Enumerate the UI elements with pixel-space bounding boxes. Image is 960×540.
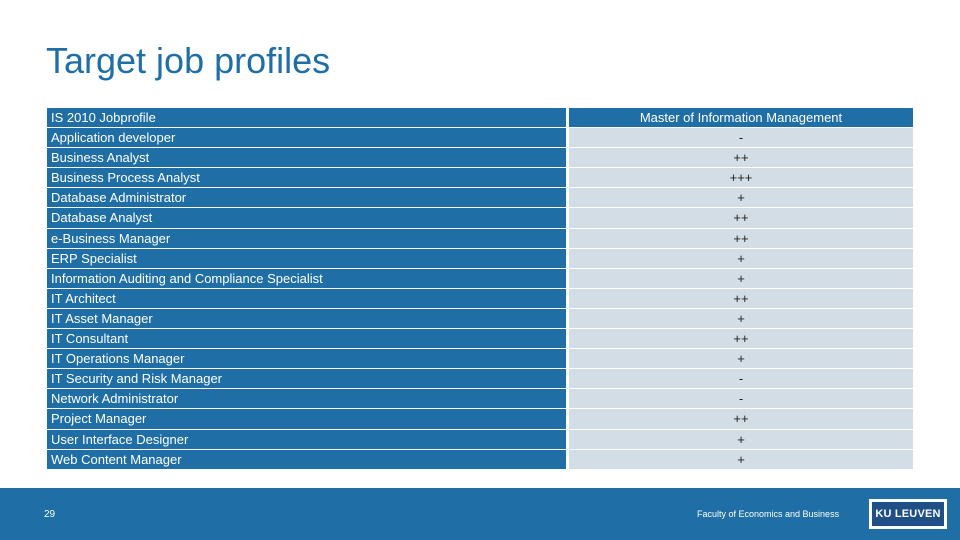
- table-row: Business Process Analyst +++: [47, 168, 913, 189]
- rating-cell: +: [569, 188, 913, 209]
- rating-cell: +: [569, 268, 913, 289]
- table-row: Network Administrator -: [47, 389, 913, 410]
- job-profile-cell: ERP Specialist: [47, 248, 569, 269]
- table-row: User Interface Designer +: [47, 429, 913, 450]
- rating-cell: ++: [569, 228, 913, 249]
- logo-text: KU LEUVEN: [872, 502, 944, 526]
- rating-cell: +: [569, 248, 913, 269]
- table-row: IT Architect ++: [47, 288, 913, 309]
- job-profile-cell: Database Administrator: [47, 188, 569, 209]
- job-profile-table: IS 2010 Jobprofile Master of Information…: [47, 108, 913, 470]
- rating-cell: ++: [569, 148, 913, 169]
- table-row: Web Content Manager +: [47, 449, 913, 470]
- job-profile-cell: Web Content Manager: [47, 449, 569, 470]
- rating-cell: +: [569, 449, 913, 470]
- job-profile-cell: Business Analyst: [47, 148, 569, 169]
- ku-leuven-logo: KU LEUVEN: [869, 499, 947, 529]
- faculty-name: Faculty of Economics and Business: [697, 509, 840, 519]
- job-profile-cell: IT Architect: [47, 288, 569, 309]
- job-profile-cell: User Interface Designer: [47, 429, 569, 450]
- table-row: e-Business Manager ++: [47, 228, 913, 249]
- page-title: Target job profiles: [46, 40, 331, 81]
- header-program: Master of Information Management: [569, 108, 913, 129]
- table-row: IT Security and Risk Manager -: [47, 369, 913, 390]
- rating-cell: +++: [569, 168, 913, 189]
- job-profile-cell: Business Process Analyst: [47, 168, 569, 189]
- table-row: Information Auditing and Compliance Spec…: [47, 268, 913, 289]
- rating-cell: ++: [569, 409, 913, 430]
- table-header-row: IS 2010 Jobprofile Master of Information…: [47, 108, 913, 129]
- rating-cell: +: [569, 429, 913, 450]
- rating-cell: -: [569, 128, 913, 149]
- job-profile-cell: Network Administrator: [47, 389, 569, 410]
- table-row: IT Consultant ++: [47, 329, 913, 350]
- table-row: ERP Specialist +: [47, 248, 913, 269]
- footer-bar: 29 Faculty of Economics and Business KU …: [0, 488, 960, 540]
- job-profile-cell: IT Asset Manager: [47, 308, 569, 330]
- table-row: Application developer -: [47, 128, 913, 149]
- job-profile-cell: Information Auditing and Compliance Spec…: [47, 268, 569, 289]
- job-profile-cell: IT Security and Risk Manager: [47, 369, 569, 390]
- rating-cell: +: [569, 308, 913, 330]
- header-jobprofile: IS 2010 Jobprofile: [47, 108, 569, 129]
- rating-cell: -: [569, 389, 913, 410]
- rating-cell: ++: [569, 208, 913, 229]
- job-profile-cell: IT Consultant: [47, 329, 569, 350]
- table-row: IT Operations Manager +: [47, 349, 913, 370]
- job-profile-cell: IT Operations Manager: [47, 349, 569, 370]
- job-profile-cell: Database Analyst: [47, 208, 569, 229]
- table-row: Project Manager ++: [47, 409, 913, 430]
- job-profile-cell: Project Manager: [47, 409, 569, 430]
- table-row: Database Administrator +: [47, 188, 913, 209]
- table-row: IT Asset Manager +: [47, 308, 913, 330]
- table-row: Database Analyst ++: [47, 208, 913, 229]
- rating-cell: ++: [569, 329, 913, 350]
- job-profile-cell: Application developer: [47, 128, 569, 149]
- rating-cell: -: [569, 369, 913, 390]
- job-profile-cell: e-Business Manager: [47, 228, 569, 249]
- page-number: 29: [44, 509, 56, 520]
- rating-cell: +: [569, 349, 913, 370]
- table-row: Business Analyst ++: [47, 148, 913, 169]
- rating-cell: ++: [569, 288, 913, 309]
